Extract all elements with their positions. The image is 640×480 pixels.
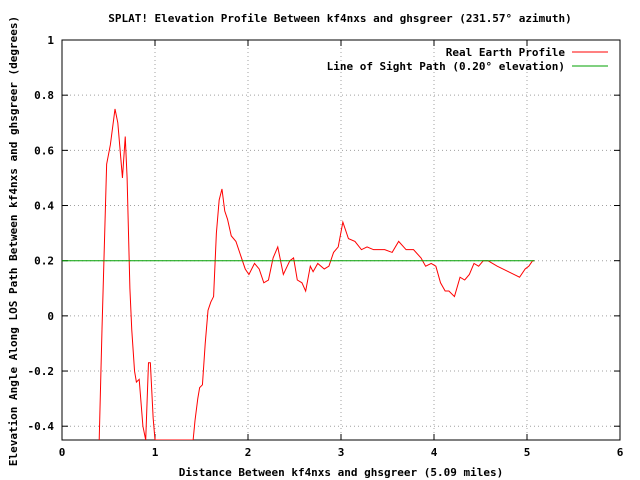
series-layer [62,108,535,440]
legend-label-1: Line of Sight Path (0.20° elevation) [327,60,565,73]
y-axis-ticks: 1 0.8 0.6 0.4 0.2 0 -0.2 -0.4 [28,34,620,433]
y-tick-label: 0.8 [34,89,54,102]
y-axis-label: Elevation Angle Along LOS Path Between k… [7,16,20,466]
y-tick-label: 0 [47,310,54,323]
y-tick-label: 0.6 [34,144,54,157]
x-tick-label: 2 [245,446,252,459]
x-tick-label: 0 [59,446,66,459]
x-axis-label: Distance Between kf4nxs and ghsgreer (5.… [179,466,504,479]
y-tick-label: -0.4 [28,420,55,433]
x-tick-label: 4 [431,446,438,459]
legend-label-0: Real Earth Profile [446,46,566,59]
y-tick-label: 0.4 [34,200,54,213]
x-tick-label: 6 [617,446,624,459]
y-tick-label: 0.2 [34,255,54,268]
grid [62,40,620,440]
chart-title: SPLAT! Elevation Profile Between kf4nxs … [108,12,572,25]
x-axis-ticks: 0 1 2 3 4 5 6 [59,40,624,459]
y-tick-label: -0.2 [28,365,55,378]
x-tick-label: 3 [338,446,345,459]
y-tick-label: 1 [47,34,54,47]
x-tick-label: 1 [152,446,159,459]
x-tick-label: 5 [524,446,531,459]
series-line-0 [98,108,535,440]
